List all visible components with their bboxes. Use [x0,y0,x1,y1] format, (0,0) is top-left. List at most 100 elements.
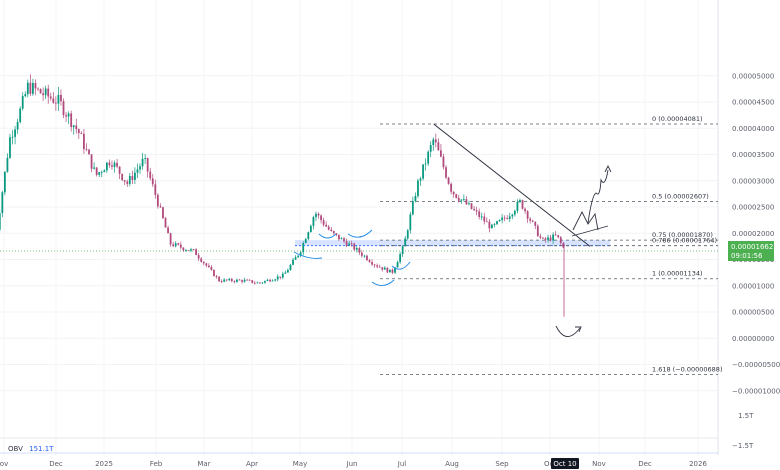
candle-body [521,200,524,209]
candle-body [121,173,124,181]
candle-body [11,136,14,138]
candle-body [531,220,534,222]
candle-body [205,263,208,266]
candle-body [95,167,98,175]
price-tick: 0.00002500 [732,204,774,212]
candle-body [452,191,455,195]
candle-body [258,282,261,284]
candle-body [557,235,560,238]
candle-body [335,233,338,235]
candle-body [213,269,215,277]
candle-body [552,234,555,241]
candle-body [544,238,547,240]
candle-body [179,244,182,248]
time-tick: ov [0,460,8,468]
candle-body [3,171,6,193]
time-tick: Dec [638,460,652,468]
candle-body [98,172,101,175]
candle-body [508,216,511,220]
candle-body [116,162,118,167]
obv-label: OBV [8,445,23,453]
candle-body [360,252,363,256]
candle-body [562,242,565,248]
candle-body [399,254,402,263]
price-axis[interactable]: 0.00005000 0.00004500 0.00004000 0.00003500… [728,72,780,450]
candle-body [93,167,96,169]
candle-body [427,151,430,164]
obv-scale-tick: −1.5T [732,442,754,450]
time-tick: Oct [544,460,556,468]
candle-body [462,199,465,200]
fib-label: 0 (0.00004081) [652,115,703,123]
candle-body [159,206,162,208]
candle-body [85,149,88,150]
candle-body [182,247,185,251]
fib-retracement[interactable]: 0 (0.00004081) 0.5 (0.00002607) 0.75 (0.00… [380,115,722,375]
price-tick: 0.00003500 [732,151,774,159]
candle-body [460,199,463,201]
candle-body [302,243,305,253]
candle-body [332,230,335,234]
resistance-trendline [433,123,591,247]
annotations [293,123,612,337]
candle-body [146,158,149,172]
candle-body [19,108,22,123]
candle-body [269,279,271,282]
candle-body [424,163,427,165]
price-tick: 0.00000000 [732,335,774,343]
candle-body [383,267,386,270]
support-curve [371,279,395,286]
candle-body [422,164,424,179]
candle-body [210,267,213,270]
candle-body [524,208,526,212]
candle-body [381,267,384,270]
candle-body [289,264,292,270]
candle-body [396,262,399,268]
candle-body [406,230,409,239]
candle-body [62,101,65,116]
candle-body [248,279,251,281]
candle-body [230,278,233,282]
candle-body [294,257,297,260]
candle-body [144,158,147,159]
time-axis[interactable]: ov Dec 2025 Feb Mar Apr May Jun Jul Aug Sep Oct Nov D… [0,458,707,469]
candle-body [414,196,417,201]
candle-body [83,133,85,150]
candle-body [355,248,358,250]
candle-body [554,234,557,236]
price-tick: 0.00003000 [732,177,774,185]
candle-body [108,162,111,166]
candle-body [134,172,136,180]
candle-body [519,200,521,202]
candle-body [251,280,254,283]
candle-body [389,269,391,273]
candle-body [279,276,282,278]
candle-body [312,217,315,226]
price-tick: 0.00004500 [732,99,774,107]
candle-body [70,113,73,128]
candle-body [366,255,368,261]
candle-body [167,227,169,234]
candle-body [200,258,203,262]
candle-body [404,238,407,247]
time-tick: Dec [49,460,63,468]
candle-body [368,260,371,263]
candle-body [391,269,394,273]
candle-body [450,183,453,192]
price-tick: 0.00005000 [732,72,774,80]
obv-legend[interactable]: OBV 151.1T [8,445,53,453]
candle-body [498,219,501,222]
time-tick: 2026 [689,460,707,468]
support-zone-band [295,240,610,246]
candle-body [480,216,483,218]
candle-body [246,279,249,281]
candle-body [304,239,307,244]
candle-body [49,96,52,99]
candle-body [320,215,322,221]
candle-body [440,150,442,157]
candle-body [195,249,198,256]
candle-body [174,243,177,247]
candle-body [113,162,116,167]
